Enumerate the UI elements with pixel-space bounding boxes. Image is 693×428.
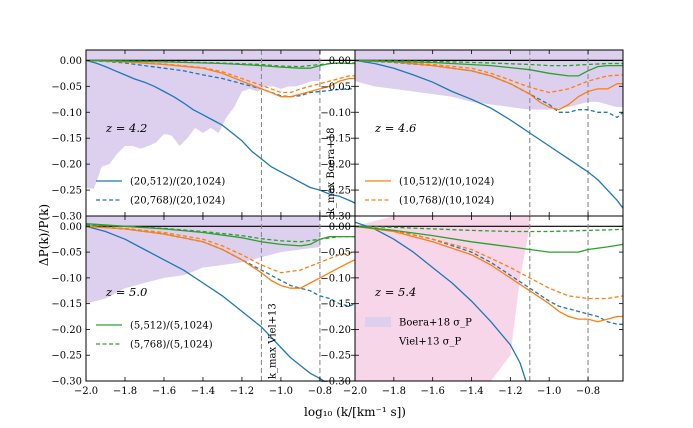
x-tick-label: −1.2 [498, 386, 522, 397]
x-tick-label: −1.0 [269, 386, 293, 397]
y-tick-label: −0.30 [51, 377, 82, 388]
legend-label: Boera+18 σ_P [399, 318, 472, 329]
x-tick-label: −1.4 [459, 386, 483, 397]
y-tick-label: 0.00 [329, 222, 351, 233]
x-tick-label: −1.2 [230, 386, 254, 397]
series-line [355, 225, 623, 300]
y-tick-label: −0.05 [320, 82, 351, 93]
boera-band [86, 216, 320, 304]
y-tick-label: −0.05 [51, 82, 82, 93]
y-tick-label: 0.00 [329, 56, 351, 67]
y-tick-label: −0.25 [51, 186, 82, 197]
viel-band [355, 216, 530, 381]
series-line [355, 225, 623, 253]
y-tick-label: −0.15 [320, 299, 351, 310]
y-tick-label: −0.10 [320, 273, 351, 284]
y-tick-label: −0.30 [320, 377, 351, 388]
y-tick-label: −0.15 [320, 134, 351, 145]
x-tick-label: −1.8 [382, 386, 406, 397]
legend-label: Viel+13 σ_P [398, 337, 461, 348]
x-tick-label: −2.0 [343, 386, 367, 397]
redshift-label: z = 5.0 [105, 285, 147, 299]
boera-band [355, 50, 623, 110]
series-line [355, 59, 623, 209]
series-line [86, 59, 355, 94]
panel-top-right: 0.00 −0.05 −0.10 −0.15 −0.20 −0.25 −0.30 z = 4.… [320, 49, 624, 223]
plot-area [355, 50, 623, 216]
y-tick-label: −0.25 [320, 186, 351, 197]
y-tick-label: −0.30 [320, 212, 351, 223]
y-tick-label: −0.30 [51, 212, 82, 223]
series-line [355, 225, 623, 325]
series-line [355, 59, 623, 77]
series-line [355, 59, 623, 111]
redshift-label: z = 4.2 [105, 121, 147, 135]
y-tick-label: −0.05 [320, 248, 351, 259]
legend-label: (5,768)/(5,1024) [130, 340, 213, 351]
kmax-viel-annotation: k_max Viel+13 [267, 303, 278, 379]
x-tick-label: −0.8 [576, 386, 600, 397]
y-tick-label: 0.00 [60, 222, 82, 233]
plot-area [86, 216, 355, 381]
axes-frame [354, 215, 624, 382]
legend-swatch [365, 317, 391, 327]
y-tick-label: −0.10 [51, 108, 82, 119]
x-tick-label: −0.8 [308, 386, 332, 397]
series-line [86, 59, 355, 68]
kmax-boera-annotation: k_max Boera+18 [326, 128, 337, 214]
series-line [86, 225, 325, 381]
panel-bottom-right: 0.00−0.05−0.10−0.15−0.20−0.25−0.30−2.0 −1… [320, 215, 624, 397]
panel-top-left: 0.00 −0.05 −0.10 −0.15 −0.20 −0.25 −0.30 z = 4.… [51, 49, 356, 223]
legend-label: (20,768)/(20,1024) [130, 196, 225, 207]
y-tick-label: −0.20 [320, 325, 351, 336]
x-tick-label: −1.6 [421, 386, 445, 397]
series-line [86, 225, 355, 289]
panel-bottom-left: 0.00−0.05−0.10−0.15−0.20−0.25−0.30−2.0 −1… [51, 215, 356, 397]
x-axis-label: log₁₀ (k/[km⁻¹ s]) [304, 405, 406, 419]
series-line [355, 221, 527, 381]
y-tick-label: −0.20 [51, 160, 82, 171]
legend-swatch [365, 336, 391, 346]
series-line [86, 59, 355, 204]
x-tick-label: −1.4 [191, 386, 215, 397]
legend-label: (10,512)/(10,1024) [399, 177, 494, 188]
y-tick-label: −0.15 [51, 299, 82, 310]
y-tick-label: −0.20 [51, 325, 82, 336]
x-tick-label: −1.8 [113, 386, 137, 397]
series-line [355, 225, 623, 323]
y-tick-label: −0.25 [320, 351, 351, 362]
panels-group: 0.00 −0.05 −0.10 −0.15 −0.20 −0.25 −0.30 z = 4.… [51, 49, 624, 397]
legend-label: (20,512)/(20,1024) [130, 177, 225, 188]
series-line [355, 59, 623, 94]
series-line [86, 225, 355, 274]
boera-band [86, 50, 320, 190]
y-tick-label: −0.05 [51, 248, 82, 259]
y-tick-label: 0.00 [60, 56, 82, 67]
legend-label: (10,768)/(10,1024) [399, 196, 494, 207]
series-line [86, 224, 355, 243]
plot-area [86, 50, 355, 216]
x-tick-label: −1.0 [537, 386, 561, 397]
y-tick-label: −0.10 [320, 108, 351, 119]
y-tick-label: −0.10 [51, 273, 82, 284]
x-tick-label: −1.6 [152, 386, 176, 397]
redshift-label: z = 4.6 [374, 121, 416, 135]
y-tick-label: −0.20 [320, 160, 351, 171]
redshift-label: z = 5.4 [374, 285, 416, 299]
y-axis-label: ΔP(k)/P(k) [37, 204, 51, 266]
x-tick-label: −2.0 [74, 386, 98, 397]
legend-label: (5,512)/(5,1024) [130, 321, 213, 332]
y-tick-label: −0.25 [51, 351, 82, 362]
y-tick-label: −0.15 [51, 134, 82, 145]
plot-area [355, 216, 623, 381]
